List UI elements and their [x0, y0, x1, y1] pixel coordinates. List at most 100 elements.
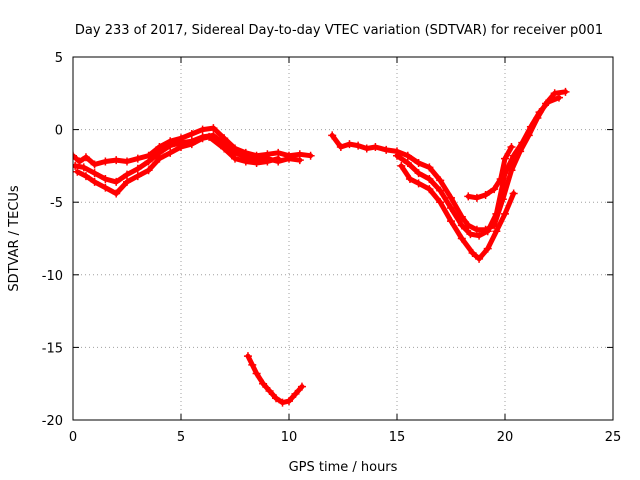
x-tick-label: 25 — [605, 430, 622, 445]
y-axis-label: SDTVAR / TECUs — [7, 185, 22, 292]
data-point — [101, 157, 110, 166]
data-point — [475, 231, 484, 240]
data-point — [220, 144, 229, 153]
data-point — [475, 254, 484, 263]
data-point — [457, 221, 466, 230]
data-point — [259, 379, 268, 388]
y-tick-label: -10 — [42, 269, 63, 284]
data-point — [492, 227, 501, 236]
data-point — [447, 217, 455, 226]
data-point — [371, 143, 380, 152]
data-point — [90, 177, 99, 186]
y-tick-label: 0 — [55, 124, 63, 139]
data-point — [285, 397, 293, 406]
data-point — [393, 151, 401, 160]
series-7 — [397, 161, 518, 263]
data-point — [123, 170, 131, 179]
data-point — [187, 129, 196, 138]
series-6 — [393, 93, 563, 240]
y-tick-label: -20 — [42, 414, 63, 429]
data-point — [133, 164, 142, 173]
data-point — [248, 360, 257, 369]
data-point — [414, 169, 423, 178]
data-point — [501, 154, 509, 163]
data-point — [101, 174, 110, 183]
data-point — [278, 398, 287, 407]
data-point — [466, 230, 475, 239]
data-point — [243, 352, 252, 361]
data-point — [112, 177, 121, 186]
data-point — [187, 140, 196, 149]
y-tick-label: -5 — [50, 196, 63, 211]
data-point — [166, 148, 175, 157]
data-point — [166, 141, 175, 150]
data-point — [90, 160, 99, 169]
x-tick-label: 20 — [497, 430, 514, 445]
data-point — [285, 154, 293, 163]
data-point — [241, 157, 250, 166]
data-point — [425, 163, 434, 172]
plot-series — [73, 87, 570, 407]
data-point — [133, 154, 142, 163]
series-5 — [328, 87, 570, 234]
data-point — [81, 153, 90, 162]
data-point — [123, 177, 131, 186]
series-trace — [73, 132, 303, 185]
series-3 — [73, 132, 283, 198]
x-tick-labels: 0 5 10 15 20 25 — [69, 430, 621, 445]
data-point — [252, 369, 261, 378]
data-point — [336, 143, 345, 152]
chart-title: Day 233 of 2017, Sidereal Day-to-day VTE… — [75, 23, 603, 38]
data-point — [414, 179, 423, 188]
data-point — [414, 158, 423, 167]
data-point — [483, 227, 492, 236]
data-point — [436, 198, 445, 207]
data-point — [472, 225, 481, 234]
data-point — [345, 140, 354, 149]
data-point — [231, 154, 239, 163]
x-axis-label: GPS time / hours — [289, 460, 398, 475]
data-point — [492, 209, 501, 218]
data-point — [507, 143, 516, 152]
data-point — [263, 157, 272, 166]
data-point — [405, 174, 414, 183]
data-point — [354, 141, 363, 150]
data-point — [550, 89, 559, 98]
x-tick-label: 10 — [281, 430, 298, 445]
series-trace — [394, 95, 562, 239]
data-point — [274, 154, 283, 163]
data-point — [403, 151, 412, 160]
data-point — [123, 157, 131, 166]
data-point — [483, 244, 492, 253]
data-point — [144, 166, 153, 175]
data-point — [73, 151, 77, 160]
data-point — [73, 167, 82, 176]
data-point — [518, 138, 527, 147]
data-point — [509, 151, 518, 160]
data-point — [397, 161, 406, 170]
data-point — [155, 154, 164, 163]
gridlines — [73, 57, 613, 420]
data-point — [468, 249, 477, 258]
data-point — [328, 131, 337, 140]
data-point — [177, 143, 185, 152]
data-point — [496, 174, 505, 183]
data-point — [509, 189, 518, 198]
series-trace — [245, 353, 305, 406]
x-tick-label: 5 — [177, 430, 185, 445]
data-point — [464, 192, 473, 201]
data-point — [535, 108, 544, 117]
data-point — [306, 151, 315, 160]
data-point — [90, 169, 99, 178]
data-point — [425, 185, 434, 194]
data-point — [272, 394, 281, 403]
data-point — [297, 382, 306, 391]
data-point — [436, 176, 445, 185]
series-4 — [243, 352, 306, 407]
data-point — [544, 98, 553, 107]
data-point — [561, 87, 570, 96]
x-tick-label: 0 — [69, 430, 77, 445]
data-point — [252, 158, 261, 167]
data-point — [481, 190, 490, 199]
